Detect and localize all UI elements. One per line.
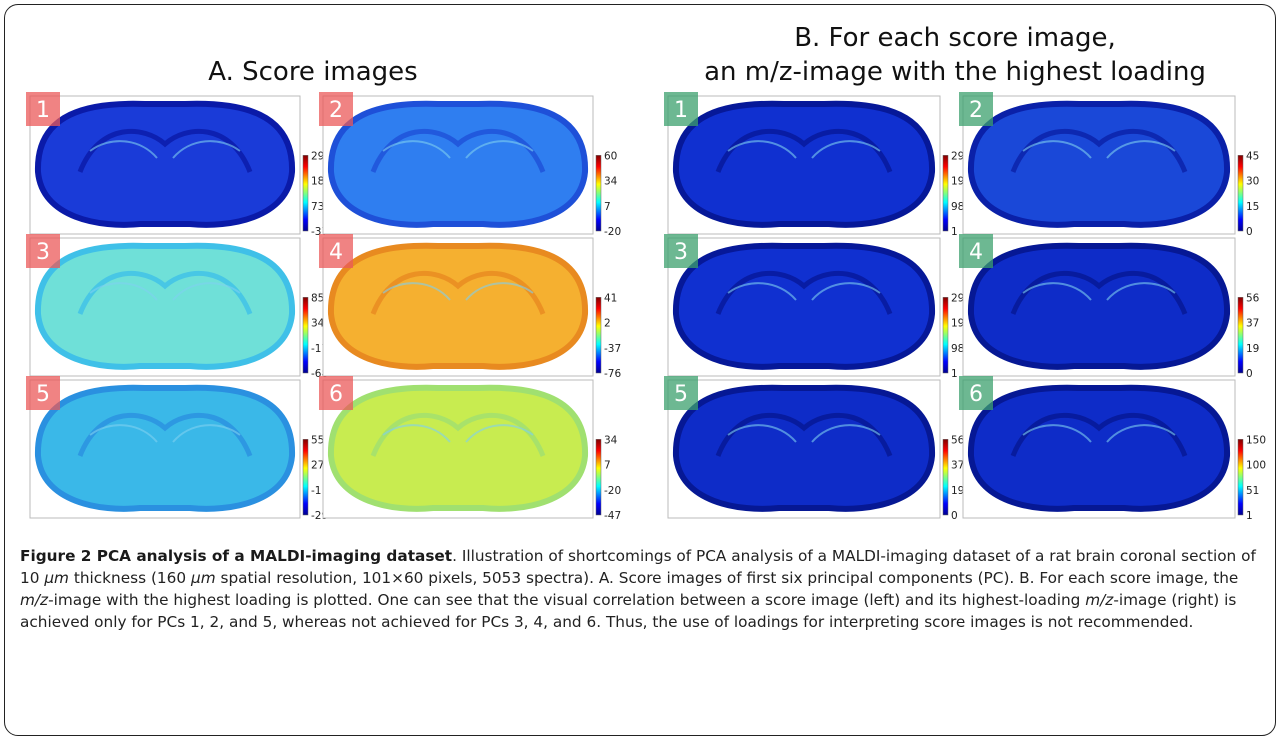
colorbar-tick-label: 27: [311, 460, 324, 472]
colorbar-tick-label: -20: [604, 226, 621, 238]
colorbar-tick-label: 98: [951, 201, 964, 213]
colorbar: [596, 439, 601, 515]
colorbar: [303, 297, 308, 373]
colorbar-tick-label: 0: [951, 510, 958, 522]
colorbar-tick-label: 1: [951, 368, 958, 380]
colorbar-tick-label: 85: [311, 292, 324, 304]
colorbar-tick-label: 2: [604, 318, 611, 330]
panel-b-title: B. For each score image,: [794, 23, 1116, 53]
colorbar-tick-label: 15: [1246, 201, 1259, 213]
panel-number: 4: [969, 240, 983, 265]
panel-number: 3: [674, 240, 688, 265]
page: A. Score images B. For each score image,…: [0, 0, 1284, 744]
colorbar-tick-label: 73: [311, 201, 324, 213]
colorbar: [1238, 439, 1243, 515]
colorbar-tick-label: 1: [1246, 510, 1253, 522]
colorbar-tick-label: 1: [951, 226, 958, 238]
panel-number: 1: [674, 98, 688, 123]
colorbar-tick-label: 150: [1246, 434, 1266, 446]
colorbar-tick-label: -20: [604, 485, 621, 497]
panel-number: 6: [329, 382, 343, 407]
colorbar: [596, 297, 601, 373]
brain-image: [971, 104, 1227, 225]
colorbar-tick-label: 19: [1246, 343, 1259, 355]
panel-number: 2: [969, 98, 983, 123]
panel-number: 6: [969, 382, 983, 407]
brain-image: [971, 246, 1227, 367]
caption-title: Figure 2 PCA analysis of a MALDI-imaging…: [20, 547, 452, 565]
panel-number: 5: [674, 382, 688, 407]
colorbar-tick-label: 51: [1246, 485, 1259, 497]
caption-text: m/z: [1085, 591, 1113, 609]
panel-number: 1: [36, 98, 50, 123]
colorbar-tick-label: 55: [311, 434, 324, 446]
brain-image: [676, 104, 932, 225]
brain-image: [331, 388, 585, 509]
colorbar: [596, 155, 601, 231]
colorbar-tick-label: 56: [1246, 292, 1260, 304]
panel-b-title: an m/z-image with the highest loading: [704, 57, 1206, 87]
caption: Figure 2 PCA analysis of a MALDI-imaging…: [20, 545, 1266, 633]
panel-a-title: A. Score images: [208, 57, 417, 87]
colorbar-tick-label: 34: [604, 176, 618, 188]
colorbar: [943, 155, 948, 231]
colorbar-tick-label: 60: [604, 150, 617, 162]
colorbar: [303, 439, 308, 515]
caption-text: -image with the highest loading is plott…: [48, 591, 1085, 609]
brain-image: [331, 246, 585, 367]
brain-image: [676, 388, 932, 509]
colorbar-tick-label: 0: [1246, 226, 1253, 238]
colorbar: [1238, 297, 1243, 373]
colorbar-tick-label: -37: [604, 343, 621, 355]
panel-number: 3: [36, 240, 50, 265]
colorbar-tick-label: 34: [604, 434, 618, 446]
panel-number: 4: [329, 240, 343, 265]
colorbar: [943, 297, 948, 373]
brain-image: [38, 388, 292, 509]
colorbar: [943, 439, 948, 515]
colorbar: [1238, 155, 1243, 231]
colorbar-tick-label: 41: [604, 292, 617, 304]
caption-text: m/z: [20, 591, 48, 609]
brain-image: [676, 246, 932, 367]
brain-image: [38, 246, 292, 367]
colorbar-tick-label: -47: [604, 510, 621, 522]
colorbar-tick-label: 98: [951, 343, 964, 355]
brain-image: [971, 388, 1227, 509]
figure: A. Score images B. For each score image,…: [0, 0, 1284, 540]
colorbar-tick-label: -1: [311, 485, 321, 497]
colorbar-tick-label: 37: [1246, 318, 1259, 330]
colorbar-tick-label: 7: [604, 201, 611, 213]
colorbar-tick-label: 0: [1246, 368, 1253, 380]
caption-text: μm: [191, 569, 216, 587]
brain-image: [38, 104, 292, 225]
caption-text: spatial resolution, 101×60 pixels, 5053 …: [216, 569, 1244, 587]
colorbar-tick-label: 45: [1246, 150, 1259, 162]
caption-text: μm: [44, 569, 69, 587]
colorbar-tick-label: 7: [604, 460, 611, 472]
brain-image: [331, 104, 585, 225]
colorbar-tick-label: 100: [1246, 460, 1266, 472]
colorbar-tick-label: 30: [1246, 176, 1259, 188]
panel-number: 2: [329, 98, 343, 123]
colorbar-tick-label: 37: [951, 460, 964, 472]
colorbar: [303, 155, 308, 231]
colorbar-tick-label: -76: [604, 368, 621, 380]
panel-number: 5: [36, 382, 50, 407]
colorbar-tick-label: 19: [951, 485, 964, 497]
caption-text: thickness (160: [69, 569, 191, 587]
